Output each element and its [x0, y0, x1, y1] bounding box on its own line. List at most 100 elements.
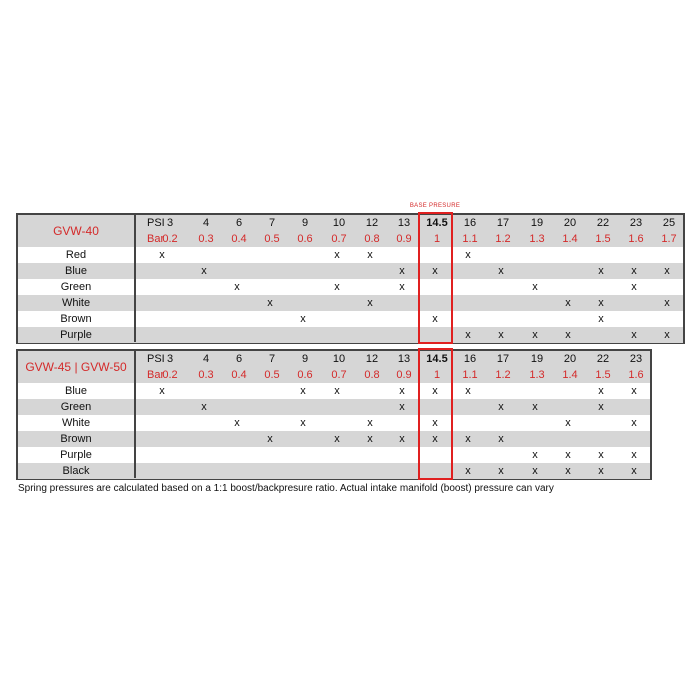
bar-value: 0.9 [396, 233, 412, 245]
mark-x: x [498, 265, 504, 277]
table-row: Brown x x x [18, 311, 683, 327]
column-divider [134, 351, 136, 478]
spring-color-label: White [61, 417, 91, 429]
psi-label: PSI [147, 217, 165, 229]
psi-value: 3 [166, 217, 174, 229]
bar-value: 0.2 [162, 233, 178, 245]
mark-x: x [334, 385, 340, 397]
base-pressure-label: BASE PRESURE [409, 203, 461, 209]
mark-x: x [367, 249, 373, 261]
mark-x: x [664, 265, 670, 277]
bar-value: 1.3 [529, 369, 545, 381]
psi-row: PSI 3 4 6 7 9 10 12 13 14.5 16 17 19 20 22 23 [136, 351, 650, 367]
psi-value: 6 [235, 217, 243, 229]
psi-value: 23 [629, 217, 643, 229]
table-row: Brown x x x x x x x [18, 431, 650, 447]
bar-value: 1.1 [462, 369, 478, 381]
mark-x: x [664, 297, 670, 309]
mark-x: x [465, 249, 471, 261]
mark-x: x [465, 465, 471, 477]
mark-x: x [267, 297, 273, 309]
psi-value: 13 [397, 353, 411, 365]
psi-value: 20 [563, 217, 577, 229]
mark-x: x [631, 449, 637, 461]
mark-x: x [532, 329, 538, 341]
mark-x: x [300, 313, 306, 325]
mark-x: x [631, 417, 637, 429]
psi-value: 4 [202, 217, 210, 229]
psi-value: 6 [235, 353, 243, 365]
mark-x: x [432, 433, 438, 445]
bar-value: 0.8 [364, 369, 380, 381]
bar-value: 1.6 [628, 369, 644, 381]
bar-value: 0.4 [231, 369, 247, 381]
psi-value: 9 [301, 217, 309, 229]
mark-x: x [565, 329, 571, 341]
psi-label: PSI [147, 353, 165, 365]
mark-x: x [565, 449, 571, 461]
table-row: Blue x x x x x x x x [18, 383, 650, 399]
mark-x: x [334, 433, 340, 445]
psi-value: 12 [365, 217, 379, 229]
mark-x: x [465, 433, 471, 445]
psi-value: 17 [496, 217, 510, 229]
mark-x: x [432, 265, 438, 277]
mark-x: x [565, 297, 571, 309]
gvw-45-50-table: GVW-45 | GVW-50 PSI 3 4 6 7 9 10 12 13 14.5 16 17 19 2… [16, 349, 652, 480]
table-row: Green x x x x x [18, 399, 650, 415]
bar-value: 0.6 [297, 233, 313, 245]
spring-color-label: Blue [64, 265, 88, 277]
mark-x: x [565, 465, 571, 477]
bar-value: 0.3 [198, 233, 214, 245]
mark-x: x [664, 329, 670, 341]
spring-color-label: Black [62, 465, 90, 477]
mark-x: x [532, 449, 538, 461]
bar-value: 1.5 [595, 369, 611, 381]
mark-x: x [159, 385, 165, 397]
mark-x: x [234, 417, 240, 429]
mark-x: x [399, 281, 405, 293]
bar-value: 1 [433, 233, 441, 245]
mark-x: x [465, 329, 471, 341]
psi-value: 10 [332, 353, 346, 365]
bar-value: 0.9 [396, 369, 412, 381]
spring-color-label: Red [65, 249, 87, 261]
bar-value: 1.2 [495, 369, 511, 381]
mark-x: x [532, 281, 538, 293]
bar-value: 0.5 [264, 233, 280, 245]
psi-value: 20 [563, 353, 577, 365]
spring-color-label: Purple [60, 329, 92, 341]
bar-value: 1.5 [595, 233, 611, 245]
bar-value: 1 [433, 369, 441, 381]
spring-color-label: Brown [60, 313, 92, 325]
mark-x: x [498, 329, 504, 341]
psi-value: 16 [463, 217, 477, 229]
bar-value: 1.2 [495, 233, 511, 245]
bar-label: Bar [147, 369, 165, 381]
psi-value: 9 [301, 353, 309, 365]
spring-color-label: Purple [60, 449, 92, 461]
mark-x: x [367, 433, 373, 445]
mark-x: x [234, 281, 240, 293]
psi-row: PSI 3 4 6 7 9 10 12 13 14.5 16 17 19 20 22 23 25 [136, 215, 683, 231]
psi-value: 12 [365, 353, 379, 365]
mark-x: x [631, 385, 637, 397]
mark-x: x [432, 313, 438, 325]
mark-x: x [159, 249, 165, 261]
table-row: Green x x x x x [18, 279, 683, 295]
table-row: Blue x x x x x x x [18, 263, 683, 279]
bar-value: 0.2 [162, 369, 178, 381]
mark-x: x [598, 385, 604, 397]
spring-color-label: Green [60, 401, 92, 413]
psi-value: 4 [202, 353, 210, 365]
gvw-40-table: GVW-40 PSI 3 4 6 7 9 10 12 13 14.5 16 17 19 20 22 23 25 Ba… [16, 213, 685, 344]
table-row: White x x x x x [18, 295, 683, 311]
bar-value: 1.6 [628, 233, 644, 245]
mark-x: x [498, 401, 504, 413]
base-pressure-highlight [418, 348, 453, 480]
footnote: Spring pressures are calculated based on… [18, 483, 554, 494]
psi-value: 7 [268, 217, 276, 229]
table-row: Purple x x x x x x [18, 327, 683, 343]
mark-x: x [334, 249, 340, 261]
table-row: White x x x x x x [18, 415, 650, 431]
